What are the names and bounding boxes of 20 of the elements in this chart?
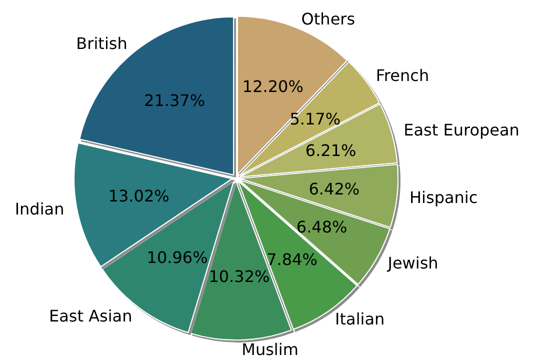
- data-label: 21.37%: [144, 91, 206, 110]
- data-label: 6.48%: [296, 217, 348, 236]
- slice-label: Jewish: [386, 253, 438, 272]
- data-label: 6.42%: [308, 180, 360, 199]
- data-label: 6.21%: [305, 140, 356, 160]
- slice-label: Italian: [335, 310, 385, 329]
- slice-label: Indian: [14, 199, 64, 218]
- slice-label: East Asian: [48, 306, 132, 326]
- data-label: 13.02%: [108, 186, 170, 206]
- slice-label: Hispanic: [410, 188, 478, 207]
- slice-label: Others: [301, 9, 356, 28]
- data-label: 5.17%: [290, 109, 341, 128]
- data-label: 10.96%: [146, 248, 208, 267]
- slice-label: East European: [404, 120, 520, 140]
- data-label: 10.32%: [208, 267, 270, 286]
- data-label: 7.84%: [266, 250, 318, 269]
- data-label: 12.20%: [242, 76, 304, 96]
- slice-label: British: [76, 34, 128, 54]
- slice-label: Muslim: [242, 340, 298, 359]
- slice-label: French: [376, 66, 430, 85]
